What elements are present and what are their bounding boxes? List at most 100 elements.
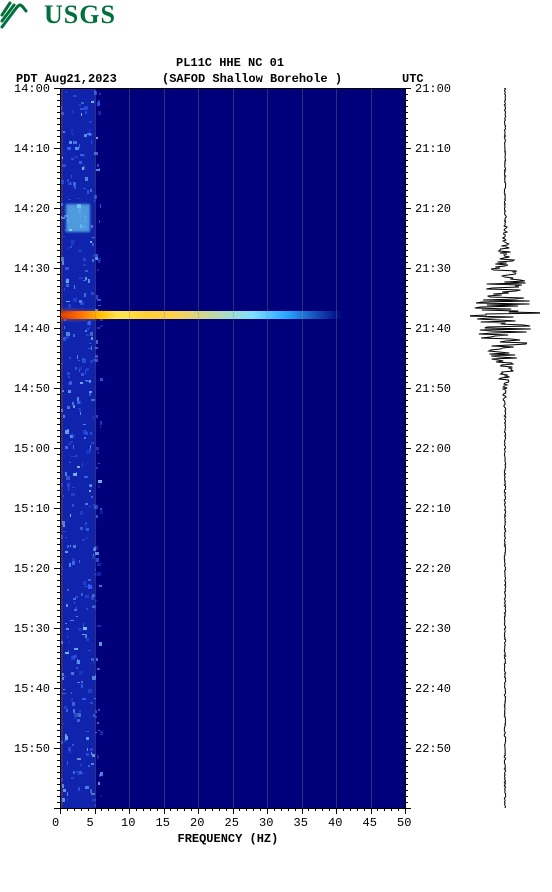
x-minor-tick bbox=[343, 808, 344, 811]
y-right-minor bbox=[405, 796, 408, 797]
y-right-tick bbox=[405, 208, 411, 209]
y-right-minor bbox=[405, 442, 408, 443]
x-minor-tick bbox=[253, 808, 254, 811]
x-minor-tick bbox=[122, 808, 123, 811]
y-right-minor bbox=[405, 430, 408, 431]
y-right-minor bbox=[405, 484, 408, 485]
x-tick bbox=[95, 808, 96, 814]
x-minor-tick bbox=[350, 808, 351, 811]
gridline-freq bbox=[336, 88, 337, 808]
y-right-minor bbox=[405, 598, 408, 599]
y-left-minor bbox=[57, 316, 60, 317]
y-left-minor bbox=[57, 436, 60, 437]
gridline-freq bbox=[164, 88, 165, 808]
y-left-minor bbox=[57, 670, 60, 671]
y-left-minor bbox=[57, 466, 60, 467]
x-tick bbox=[198, 808, 199, 814]
x-minor-tick bbox=[115, 808, 116, 811]
x-minor-tick bbox=[384, 808, 385, 811]
x-minor-tick bbox=[357, 808, 358, 811]
y-right-tick bbox=[405, 628, 411, 629]
y-right-label: 22:10 bbox=[415, 502, 451, 516]
y-right-minor bbox=[405, 778, 408, 779]
y-axis-left-line bbox=[60, 88, 61, 808]
y-left-minor bbox=[57, 256, 60, 257]
y-right-minor bbox=[405, 472, 408, 473]
y-left-minor bbox=[57, 784, 60, 785]
y-right-minor bbox=[405, 460, 408, 461]
y-right-minor bbox=[405, 658, 408, 659]
y-left-minor bbox=[57, 346, 60, 347]
y-left-minor bbox=[57, 364, 60, 365]
x-tick-label: 50 bbox=[397, 816, 411, 830]
y-right-minor bbox=[405, 736, 408, 737]
y-left-minor bbox=[57, 592, 60, 593]
y-right-minor bbox=[405, 94, 408, 95]
y-left-minor bbox=[57, 244, 60, 245]
y-left-minor bbox=[57, 112, 60, 113]
y-right-minor bbox=[405, 760, 408, 761]
y-left-minor bbox=[57, 574, 60, 575]
y-left-minor bbox=[57, 334, 60, 335]
y-left-minor bbox=[57, 796, 60, 797]
y-left-minor bbox=[57, 430, 60, 431]
x-minor-tick bbox=[184, 808, 185, 811]
y-left-minor bbox=[57, 130, 60, 131]
y-left-minor bbox=[57, 340, 60, 341]
y-right-tick bbox=[405, 568, 411, 569]
gridline-freq bbox=[198, 88, 199, 808]
x-minor-tick bbox=[170, 808, 171, 811]
y-right-label: 22:30 bbox=[415, 622, 451, 636]
y-right-minor bbox=[405, 646, 408, 647]
y-right-minor bbox=[405, 514, 408, 515]
x-tick-label: 5 bbox=[87, 816, 94, 830]
y-left-label: 14:20 bbox=[14, 202, 50, 216]
x-minor-tick bbox=[150, 808, 151, 811]
y-right-tick bbox=[405, 148, 411, 149]
x-minor-tick bbox=[226, 808, 227, 811]
y-right-minor bbox=[405, 478, 408, 479]
y-right-minor bbox=[405, 226, 408, 227]
y-right-minor bbox=[405, 694, 408, 695]
y-left-minor bbox=[57, 718, 60, 719]
y-left-tick bbox=[54, 328, 60, 329]
cyan-hotspot bbox=[66, 204, 90, 232]
y-right-tick bbox=[405, 688, 411, 689]
y-left-minor bbox=[57, 682, 60, 683]
y-left-minor bbox=[57, 274, 60, 275]
y-left-minor bbox=[57, 502, 60, 503]
y-left-tick bbox=[54, 268, 60, 269]
x-tick-label: 45 bbox=[363, 816, 377, 830]
y-left-label: 15:20 bbox=[14, 562, 50, 576]
y-left-minor bbox=[57, 136, 60, 137]
y-left-label: 14:00 bbox=[14, 82, 50, 96]
y-right-minor bbox=[405, 316, 408, 317]
y-left-minor bbox=[57, 754, 60, 755]
y-right-minor bbox=[405, 118, 408, 119]
y-right-minor bbox=[405, 298, 408, 299]
y-left-minor bbox=[57, 550, 60, 551]
y-right-minor bbox=[405, 526, 408, 527]
y-right-minor bbox=[405, 274, 408, 275]
y-left-minor bbox=[57, 472, 60, 473]
y-left-minor bbox=[57, 184, 60, 185]
y-right-minor bbox=[405, 538, 408, 539]
gridline-freq bbox=[371, 88, 372, 808]
y-right-minor bbox=[405, 580, 408, 581]
y-right-label: 22:20 bbox=[415, 562, 451, 576]
y-right-tick bbox=[405, 268, 411, 269]
y-right-minor bbox=[405, 136, 408, 137]
y-left-minor bbox=[57, 496, 60, 497]
y-right-minor bbox=[405, 640, 408, 641]
y-left-minor bbox=[57, 724, 60, 725]
y-left-minor bbox=[57, 142, 60, 143]
y-left-minor bbox=[57, 640, 60, 641]
x-minor-tick bbox=[191, 808, 192, 811]
y-right-minor bbox=[405, 412, 408, 413]
y-right-minor bbox=[405, 676, 408, 677]
y-left-tick bbox=[54, 508, 60, 509]
y-left-minor bbox=[57, 412, 60, 413]
x-minor-tick bbox=[88, 808, 89, 811]
y-right-minor bbox=[405, 556, 408, 557]
y-right-minor bbox=[405, 358, 408, 359]
